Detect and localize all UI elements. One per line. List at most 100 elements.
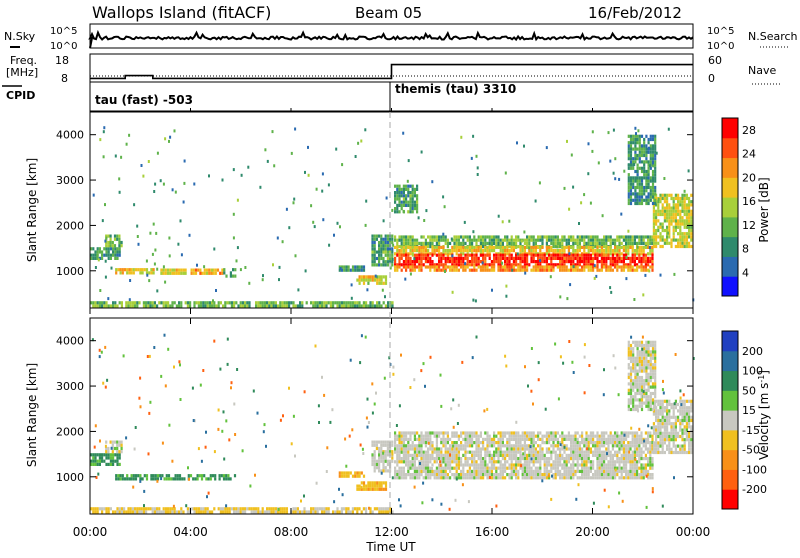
heatmap-cell-velocity-7 <box>519 457 521 460</box>
heatmap-cell-power-12 <box>539 254 541 257</box>
heatmap-cell-power-9 <box>317 301 319 304</box>
heatmap-cell-velocity-7 <box>596 444 598 447</box>
heatmap-cell-power-11 <box>418 246 420 249</box>
heatmap-cell-velocity-7 <box>504 470 506 473</box>
heatmap-cell-power-12 <box>458 257 460 260</box>
heatmap-cell-velocity-7 <box>649 463 651 466</box>
heatmap-cell-velocity-7 <box>594 454 596 457</box>
heatmap-cell-power-scatter <box>95 266 97 269</box>
heatmap-cell-power-11 <box>535 249 537 252</box>
heatmap-cell-power-0 <box>116 254 118 257</box>
heatmap-cell-power-12 <box>537 260 539 263</box>
heatmap-cell-power-10 <box>572 235 574 238</box>
heatmap-cell-power-10 <box>623 239 625 242</box>
heatmap-cell-velocity-7 <box>462 431 464 434</box>
heatmap-cell-velocity-7 <box>460 470 462 473</box>
heatmap-cell-velocity-7 <box>621 460 623 463</box>
heatmap-cell-velocity-7 <box>605 470 607 473</box>
heatmap-cell-velocity-7 <box>625 444 627 447</box>
heatmap-cell-power-11 <box>506 252 508 255</box>
heatmap-cell-power-0 <box>101 257 103 260</box>
heatmap-cell-power-15 <box>412 210 414 213</box>
heatmap-cell-power-8 <box>387 260 389 263</box>
heatmap-cell-power-13 <box>636 265 638 268</box>
heatmap-cell-velocity-7 <box>425 441 427 444</box>
heatmap-cell-velocity-7 <box>649 460 651 463</box>
cpid-label-2: themis (tau) 3310 <box>395 82 516 96</box>
freq-unit-label: [MHz] <box>6 66 38 79</box>
heatmap-cell-velocity-7 <box>596 470 598 473</box>
heatmap-cell-power-16 <box>652 173 654 176</box>
heatmap-cell-power-14 <box>666 203 668 206</box>
heatmap-cell-power-10 <box>480 239 482 242</box>
heatmap-cell-velocity-6 <box>378 510 380 513</box>
heatmap-cell-velocity-7 <box>570 467 572 470</box>
heatmap-cell-power-10 <box>500 242 502 245</box>
heatmap-cell-power-scatter <box>365 224 367 227</box>
heatmap-cell-velocity-7 <box>462 473 464 476</box>
heatmap-cell-power-9 <box>312 301 314 304</box>
heatmap-cell-power-12 <box>557 254 559 257</box>
heatmap-cell-velocity-7 <box>517 447 519 450</box>
heatmap-cell-velocity-7 <box>533 451 535 454</box>
heatmap-cell-power-12 <box>601 254 603 257</box>
heatmap-cell-power-10 <box>515 239 517 242</box>
heatmap-cell-power-10 <box>396 239 398 242</box>
heatmap-cell-velocity-8 <box>655 435 657 438</box>
heatmap-cell-velocity-7 <box>585 470 587 473</box>
heatmap-cell-power-14 <box>686 197 688 200</box>
heatmap-cell-velocity-7 <box>394 473 396 476</box>
heatmap-cell-velocity-7 <box>458 447 460 450</box>
heatmap-cell-velocity-7 <box>420 457 422 460</box>
heatmap-cell-power-13 <box>434 269 436 272</box>
heatmap-cell-velocity-2 <box>139 474 141 477</box>
heatmap-cell-velocity-4 <box>378 485 380 488</box>
heatmap-cell-velocity-7 <box>539 460 541 463</box>
heatmap-cell-power-15 <box>409 194 411 197</box>
heatmap-cell-velocity-4 <box>363 485 365 488</box>
heatmap-cell-velocity-6 <box>103 507 105 510</box>
heatmap-cell-power-13 <box>420 265 422 268</box>
heatmap-cell-velocity-9 <box>641 363 643 366</box>
heatmap-cell-power-16 <box>634 180 636 183</box>
heatmap-cell-velocity-7 <box>522 470 524 473</box>
heatmap-cell-velocity-9 <box>639 386 641 389</box>
heatmap-cell-velocity-0 <box>105 463 107 466</box>
heatmap-cell-velocity-8 <box>662 403 664 406</box>
heatmap-cell-velocity-7 <box>423 463 425 466</box>
heatmap-cell-power-10 <box>566 239 568 242</box>
heatmap-cell-power-12 <box>579 263 581 266</box>
heatmap-cell-velocity-7 <box>423 441 425 444</box>
heatmap-cell-velocity-5 <box>382 444 384 447</box>
heatmap-cell-power-1 <box>110 235 112 238</box>
heatmap-cell-power-15 <box>412 185 414 188</box>
heatmap-cell-power-12 <box>627 257 629 260</box>
heatmap-cell-velocity-7 <box>418 476 420 479</box>
heatmap-cell-power-12 <box>550 257 552 260</box>
heatmap-cell-velocity-4 <box>374 488 376 491</box>
heatmap-cell-velocity-8 <box>688 451 690 454</box>
heatmap-cell-velocity-7 <box>482 463 484 466</box>
heatmap-cell-velocity-7 <box>583 473 585 476</box>
heatmap-cell-power-10 <box>592 242 594 245</box>
heatmap-cell-power-7 <box>370 275 372 278</box>
heatmap-cell-power-12 <box>467 260 469 263</box>
heatmap-cell-velocity-7 <box>489 473 491 476</box>
heatmap-cell-power-11 <box>489 249 491 252</box>
heatmap-cell-power-12 <box>634 260 636 263</box>
heatmap-cell-velocity-7 <box>460 473 462 476</box>
heatmap-cell-power-14 <box>666 213 668 216</box>
heatmap-cell-velocity-7 <box>590 460 592 463</box>
heatmap-cell-power-8 <box>382 244 384 247</box>
heatmap-cell-power-10 <box>484 242 486 245</box>
heatmap-cell-power-14 <box>655 245 657 248</box>
heatmap-cell-power-16 <box>650 192 652 195</box>
heatmap-cell-velocity-7 <box>489 444 491 447</box>
heatmap-cell-power-9 <box>257 304 259 307</box>
heatmap-cell-velocity-7 <box>409 454 411 457</box>
heatmap-cell-velocity-7 <box>493 463 495 466</box>
heatmap-cell-power-16 <box>637 141 639 144</box>
heatmap-cell-power-10 <box>515 242 517 245</box>
heatmap-cell-velocity-7 <box>616 431 618 434</box>
